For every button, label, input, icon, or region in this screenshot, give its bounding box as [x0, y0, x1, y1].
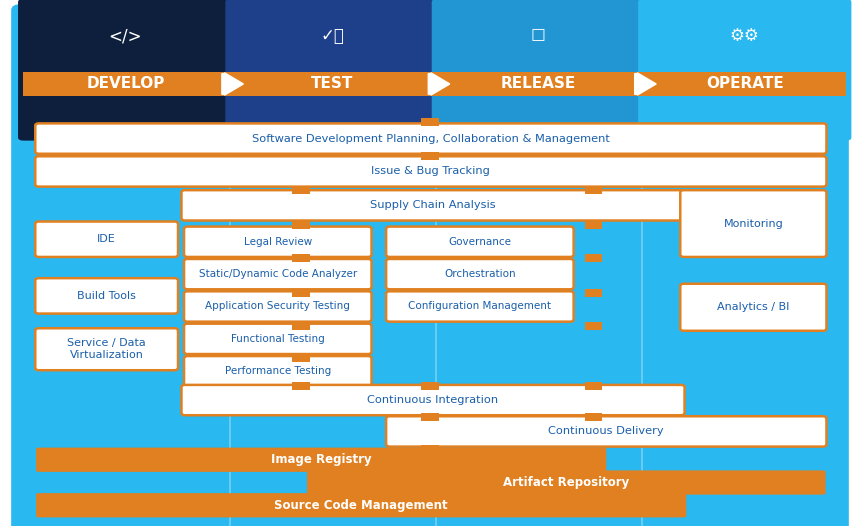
FancyBboxPatch shape — [307, 470, 826, 494]
FancyBboxPatch shape — [18, 0, 232, 140]
Text: Performance Testing: Performance Testing — [224, 366, 331, 376]
FancyBboxPatch shape — [184, 259, 372, 289]
FancyBboxPatch shape — [184, 356, 372, 387]
FancyBboxPatch shape — [184, 291, 372, 322]
Bar — [585, 254, 602, 262]
FancyBboxPatch shape — [36, 493, 686, 518]
FancyBboxPatch shape — [35, 328, 178, 370]
Text: IDE: IDE — [97, 234, 116, 244]
Text: Image Registry: Image Registry — [271, 453, 372, 466]
Bar — [421, 382, 439, 390]
FancyBboxPatch shape — [184, 323, 372, 354]
FancyBboxPatch shape — [36, 448, 606, 472]
FancyBboxPatch shape — [386, 416, 826, 447]
Text: Orchestration: Orchestration — [444, 269, 516, 279]
Bar — [23, 72, 846, 96]
FancyBboxPatch shape — [35, 124, 826, 154]
FancyBboxPatch shape — [680, 190, 826, 257]
FancyArrow shape — [222, 73, 243, 95]
Text: ✓⃝: ✓⃝ — [320, 27, 344, 45]
Bar — [292, 289, 310, 297]
Bar — [421, 445, 439, 453]
Bar — [421, 151, 439, 160]
FancyBboxPatch shape — [386, 291, 574, 322]
Text: Configuration Management: Configuration Management — [408, 301, 551, 311]
FancyBboxPatch shape — [638, 0, 851, 140]
FancyBboxPatch shape — [184, 227, 372, 257]
Bar — [292, 382, 310, 390]
Text: TEST: TEST — [310, 76, 353, 92]
Bar — [585, 186, 602, 194]
Text: Build Tools: Build Tools — [77, 291, 136, 301]
FancyBboxPatch shape — [35, 221, 178, 257]
Text: Governance: Governance — [448, 237, 512, 247]
Text: ☐: ☐ — [531, 27, 546, 45]
Text: Continuous Integration: Continuous Integration — [367, 395, 499, 405]
Text: DEVELOP: DEVELOP — [86, 76, 165, 92]
FancyBboxPatch shape — [432, 0, 645, 140]
Text: </>: </> — [108, 27, 143, 45]
Bar — [292, 354, 310, 362]
Text: Analytics / BI: Analytics / BI — [717, 302, 789, 312]
Bar — [421, 118, 439, 126]
Text: Application Security Testing: Application Security Testing — [206, 301, 350, 311]
Text: Service / Data
Virtualization: Service / Data Virtualization — [67, 338, 146, 360]
Text: Static/Dynamic Code Analyzer: Static/Dynamic Code Analyzer — [199, 269, 357, 279]
Text: Monitoring: Monitoring — [723, 218, 783, 229]
Text: Artifact Repository: Artifact Repository — [503, 476, 630, 489]
Bar — [585, 322, 602, 330]
FancyArrow shape — [635, 73, 656, 95]
Text: Source Code Management: Source Code Management — [274, 499, 448, 512]
Bar — [292, 254, 310, 262]
FancyBboxPatch shape — [386, 259, 574, 289]
FancyBboxPatch shape — [181, 190, 685, 220]
FancyBboxPatch shape — [35, 156, 826, 187]
Bar — [585, 382, 602, 390]
Text: Legal Review: Legal Review — [243, 237, 312, 247]
FancyArrow shape — [428, 73, 450, 95]
Text: Issue & Bug Tracking: Issue & Bug Tracking — [372, 166, 490, 176]
FancyBboxPatch shape — [11, 4, 849, 526]
Bar — [585, 289, 602, 297]
Bar — [585, 220, 602, 229]
Bar — [292, 186, 310, 194]
Text: ⚙⚙: ⚙⚙ — [730, 27, 759, 45]
Text: Software Development Planning, Collaboration & Management: Software Development Planning, Collabora… — [252, 134, 610, 144]
Text: Functional Testing: Functional Testing — [230, 334, 325, 344]
Bar — [292, 220, 310, 229]
Text: OPERATE: OPERATE — [706, 76, 783, 92]
FancyBboxPatch shape — [680, 284, 826, 331]
Text: Supply Chain Analysis: Supply Chain Analysis — [370, 200, 496, 210]
FancyBboxPatch shape — [35, 278, 178, 313]
FancyBboxPatch shape — [225, 0, 439, 140]
FancyBboxPatch shape — [181, 385, 685, 415]
Bar — [421, 413, 439, 421]
Text: RELEASE: RELEASE — [501, 76, 576, 92]
Bar — [292, 322, 310, 330]
Text: Continuous Delivery: Continuous Delivery — [549, 427, 664, 437]
Bar — [585, 413, 602, 421]
FancyBboxPatch shape — [386, 227, 574, 257]
